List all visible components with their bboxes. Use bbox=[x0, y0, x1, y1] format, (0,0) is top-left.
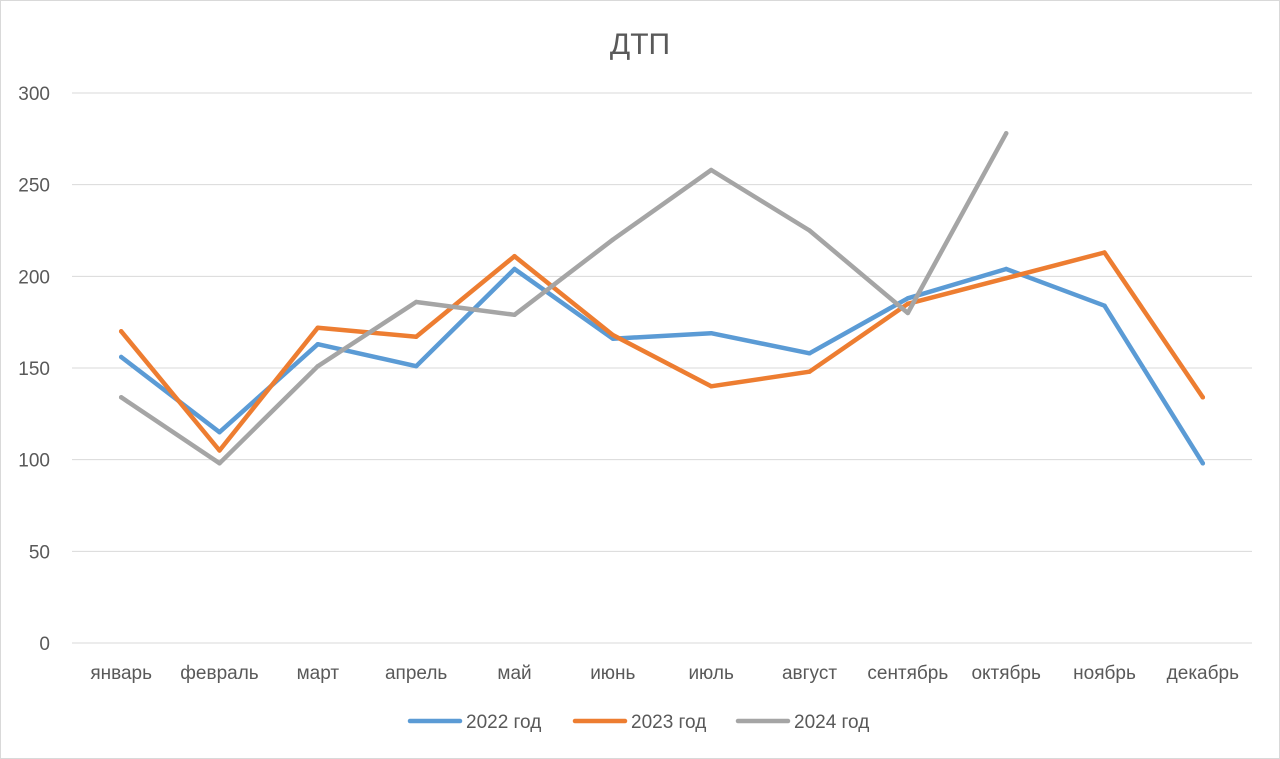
x-tick-label: декабрь bbox=[1167, 663, 1239, 684]
data-point bbox=[217, 461, 222, 466]
y-tick-label: 150 bbox=[18, 359, 50, 380]
data-point bbox=[512, 266, 517, 272]
data-point bbox=[1003, 131, 1009, 136]
data-point bbox=[708, 167, 714, 173]
y-tick-label: 0 bbox=[39, 634, 50, 655]
x-axis-tick-labels: январь февраль март апрель май июнь июль август… bbox=[90, 663, 1239, 684]
x-tick-label: май bbox=[497, 663, 531, 684]
x-tick-label: июль bbox=[688, 663, 734, 684]
x-tick-label: март bbox=[297, 663, 340, 684]
data-point bbox=[315, 341, 321, 347]
data-point bbox=[1003, 275, 1009, 281]
data-point bbox=[708, 330, 714, 336]
data-point bbox=[905, 310, 911, 316]
x-tick-label: август bbox=[782, 663, 837, 684]
y-axis-tick-labels: 0 50 100 150 200 250 300 bbox=[18, 84, 50, 655]
x-tick-label: февраль bbox=[180, 663, 259, 684]
data-point bbox=[413, 299, 419, 305]
data-point bbox=[1200, 395, 1206, 400]
data-point bbox=[1102, 250, 1107, 255]
legend-label: 2023 год bbox=[631, 712, 706, 733]
x-tick-label: сентябрь bbox=[867, 663, 948, 684]
grid bbox=[72, 92, 1252, 644]
data-point bbox=[413, 363, 419, 369]
series-line-0 bbox=[118, 266, 1206, 466]
data-point bbox=[807, 228, 812, 233]
data-point bbox=[413, 334, 419, 340]
y-tick-label: 100 bbox=[18, 451, 50, 472]
x-tick-label: январь bbox=[90, 663, 152, 684]
data-point bbox=[610, 332, 616, 338]
x-tick-label: ноябрь bbox=[1073, 663, 1136, 684]
x-tick-label: апрель bbox=[385, 663, 447, 684]
legend-label: 2022 год bbox=[466, 712, 541, 733]
data-point bbox=[807, 351, 812, 356]
data-point bbox=[118, 329, 124, 334]
data-point bbox=[708, 384, 714, 389]
data-point bbox=[118, 395, 124, 400]
data-point bbox=[905, 301, 911, 307]
data-point bbox=[315, 363, 321, 369]
data-point bbox=[512, 253, 517, 259]
data-point bbox=[807, 369, 812, 374]
y-tick-label: 250 bbox=[18, 176, 50, 197]
data-point bbox=[1003, 266, 1009, 272]
data-point bbox=[118, 354, 124, 360]
y-tick-label: 50 bbox=[29, 542, 50, 563]
data-point bbox=[905, 296, 911, 301]
x-tick-label: июнь bbox=[590, 663, 635, 684]
data-point bbox=[315, 325, 321, 330]
data-point bbox=[217, 429, 222, 435]
series-line-1 bbox=[118, 250, 1206, 453]
y-tick-label: 300 bbox=[18, 84, 50, 105]
data-point bbox=[1200, 461, 1206, 466]
data-point bbox=[512, 312, 517, 318]
chart-title: ДТП bbox=[610, 28, 670, 61]
series-lines bbox=[118, 131, 1206, 466]
data-point bbox=[1102, 303, 1107, 308]
x-tick-label: октябрь bbox=[971, 663, 1041, 684]
data-point bbox=[610, 237, 616, 242]
y-tick-label: 200 bbox=[18, 267, 50, 288]
data-point bbox=[217, 448, 222, 453]
series-line-2 bbox=[118, 131, 1009, 466]
legend-label: 2024 год bbox=[794, 712, 869, 733]
legend: 2022 год 2023 год 2024 год bbox=[407, 712, 869, 733]
